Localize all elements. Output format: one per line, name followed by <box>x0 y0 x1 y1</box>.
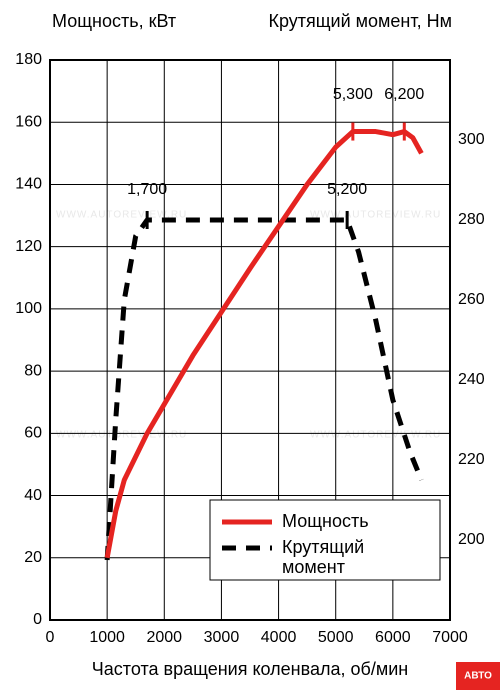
y-left-tick-label: 120 <box>15 238 42 255</box>
annotation-label: 1,700 <box>127 181 167 198</box>
x-tick-label: 7000 <box>432 629 468 646</box>
x-tick-label: 0 <box>46 629 55 646</box>
annotation-label: 5,300 <box>333 86 373 103</box>
x-tick-label: 6000 <box>375 629 411 646</box>
y-left-tick-label: 0 <box>33 611 42 628</box>
y-right-tick-label: 240 <box>458 371 485 388</box>
x-tick-label: 1000 <box>89 629 125 646</box>
x-tick-label: 2000 <box>146 629 182 646</box>
y-left-tick-label: 140 <box>15 176 42 193</box>
legend-label-torque: Крутящий <box>282 537 364 557</box>
y-left-tick-label: 180 <box>15 51 42 68</box>
annotation-label: 6,200 <box>384 86 424 103</box>
x-tick-label: 5000 <box>318 629 354 646</box>
y-right-title: Крутящий момент, Нм <box>268 11 452 31</box>
y-left-tick-label: 60 <box>24 425 42 442</box>
engine-curve-chart: WWW.AUTOREVIEW.RU WWW.AUTOREVIEW.RU WWW.AU… <box>0 0 500 690</box>
y-left-tick-label: 40 <box>24 487 42 504</box>
y-right-tick-label: 260 <box>458 291 485 308</box>
y-right-tick-label: 280 <box>458 211 485 228</box>
x-tick-label: 4000 <box>261 629 297 646</box>
y-right-tick-label: 220 <box>458 451 485 468</box>
watermark: WWW.AUTOREVIEW.RU <box>310 430 441 441</box>
watermark: WWW.AUTOREVIEW.RU <box>56 430 187 441</box>
y-left-tick-label: 80 <box>24 362 42 379</box>
y-left-tick-label: 160 <box>15 113 42 130</box>
y-left-tick-label: 100 <box>15 300 42 317</box>
y-right-tick-label: 200 <box>458 531 485 548</box>
legend-label-torque-2: момент <box>282 557 345 577</box>
y-left-tick-label: 20 <box>24 549 42 566</box>
legend-label-power: Мощность <box>282 511 369 531</box>
x-tick-label: 3000 <box>204 629 240 646</box>
y-right-tick-label: 300 <box>458 131 485 148</box>
x-title: Частота вращения коленвала, об/мин <box>92 659 408 679</box>
y-left-title: Мощность, кВт <box>52 11 176 31</box>
annotation-label: 5,200 <box>327 181 367 198</box>
watermark: WWW.AUTOREVIEW.RU <box>310 210 441 221</box>
corner-logo-text: АВТО <box>464 671 492 682</box>
